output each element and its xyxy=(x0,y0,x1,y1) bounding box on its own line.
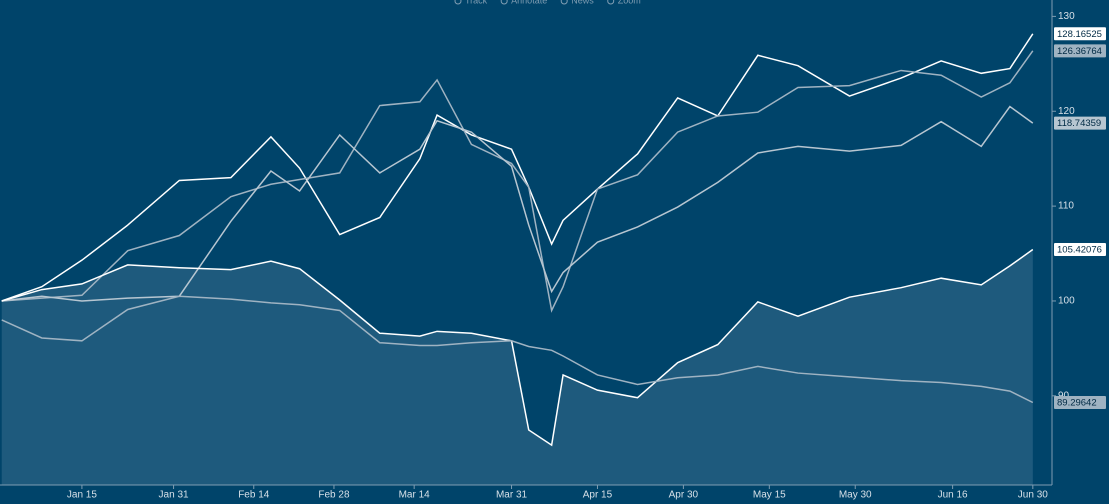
x-tick-label: Jun 16 xyxy=(938,490,968,501)
toolbar-item[interactable]: Zoom xyxy=(618,0,641,5)
x-tick-label: May 30 xyxy=(839,490,872,501)
toolbar-icon[interactable] xyxy=(560,0,568,5)
last-value-box xyxy=(1054,243,1106,257)
toolbar-item[interactable]: Annotate xyxy=(511,0,547,5)
x-tick-label: Apr 15 xyxy=(583,490,613,501)
line xyxy=(1,105,1034,302)
last-value-box xyxy=(1054,116,1106,130)
x-tick-label: May 15 xyxy=(753,490,786,501)
y-tick-label: 120 xyxy=(1058,106,1075,117)
last-value-label: 89.29642 xyxy=(1057,398,1097,409)
x-tick-label: Feb 28 xyxy=(318,490,350,501)
x-tick-label: Feb 14 xyxy=(238,490,270,501)
x-tick-label: Jan 31 xyxy=(159,490,189,501)
line xyxy=(1,50,1034,313)
toolbar-icon[interactable] xyxy=(607,0,615,5)
toolbar-item[interactable]: Track xyxy=(465,0,488,5)
last-value-label: 128.16525 xyxy=(1057,29,1102,40)
last-value-box xyxy=(1054,396,1106,410)
plot-area xyxy=(1,33,1034,485)
x-tick-label: Apr 30 xyxy=(669,490,699,501)
last-value-label: 118.74359 xyxy=(1057,118,1101,129)
y-tick-label: 130 xyxy=(1058,11,1075,22)
toolbar-icon[interactable] xyxy=(454,0,462,5)
toolbar-item[interactable]: News xyxy=(571,0,594,5)
last-value-label: 126.36764 xyxy=(1057,46,1102,57)
line xyxy=(1,295,1034,404)
y-tick-label: 110 xyxy=(1058,201,1074,212)
y-tick-label: 90 xyxy=(1058,390,1070,401)
toolbar-icon[interactable] xyxy=(500,0,508,5)
x-tick-label: Mar 31 xyxy=(496,490,528,501)
last-value-box xyxy=(1054,44,1106,58)
y-tick-label: 100 xyxy=(1058,296,1075,307)
line xyxy=(1,248,1034,447)
x-tick-label: Mar 14 xyxy=(399,490,431,501)
last-value-label: 105.42076 xyxy=(1057,245,1102,256)
x-tick-label: Jan 15 xyxy=(67,490,97,501)
x-tick-label: Jun 30 xyxy=(1018,490,1048,501)
toolbar: Track Annotate News Zoom xyxy=(454,0,641,5)
last-value-box xyxy=(1054,27,1106,41)
